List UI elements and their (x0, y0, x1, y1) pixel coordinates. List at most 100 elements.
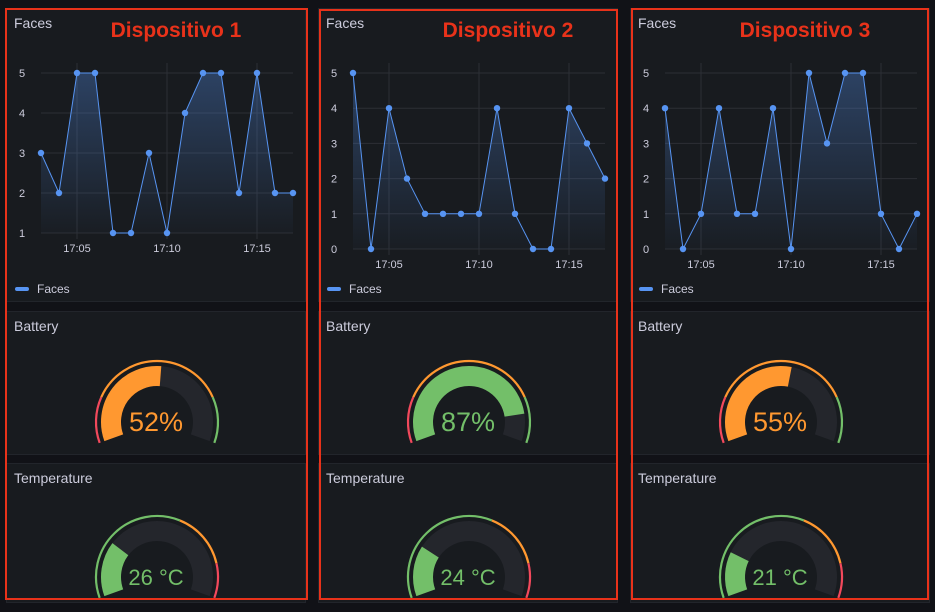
data-point (385, 105, 393, 112)
battery-title-1: Battery (14, 318, 59, 334)
data-point (511, 210, 519, 217)
faces-panel-1: Faces 1 2 3 4 5 17:05 17:10 17:15 Faces (6, 8, 306, 302)
data-point (529, 245, 537, 253)
temperature-value-2: 24 °C (440, 565, 496, 590)
temperature-title-2: Temperature (326, 470, 405, 486)
gauge-fill (725, 552, 749, 597)
data-point (823, 140, 831, 147)
y-tick-label: 4 (19, 108, 25, 120)
y-tick-label: 3 (19, 148, 25, 160)
y-tick-label: 2 (331, 174, 337, 186)
battery-title-2: Battery (326, 318, 371, 334)
y-tick-label: 0 (643, 244, 649, 256)
faces-title-1: Faces (14, 15, 53, 31)
data-point (271, 189, 279, 197)
data-point (403, 175, 411, 182)
temperature-value-1: 26 °C (128, 565, 184, 590)
threshold-band (406, 396, 415, 444)
data-point (367, 245, 375, 253)
series-area (665, 73, 917, 249)
faces-legend-1[interactable]: Faces (15, 282, 70, 296)
data-point (583, 140, 591, 147)
y-tick-label: 0 (331, 244, 337, 256)
data-point (109, 229, 117, 237)
battery-gauge-1 (94, 359, 220, 444)
gauge-fill (725, 366, 792, 442)
faces-panel-3: Faces 0 1 2 3 4 5 17:05 17:10 17:15 Faces (630, 8, 930, 302)
legend-label: Faces (349, 282, 382, 296)
data-point (787, 245, 795, 253)
gauge-fill (413, 546, 440, 597)
data-point (253, 69, 261, 77)
y-tick-label: 5 (643, 68, 649, 80)
temperature-title-1: Temperature (14, 470, 93, 486)
battery-value-3: 55% (752, 407, 808, 437)
faces-panel-2: Faces 0 1 2 3 4 5 17:05 17:10 17:15 Faces (318, 8, 618, 302)
battery-panel-2: Battery 87% (318, 311, 618, 455)
x-tick-label: 17:05 (687, 259, 715, 271)
faces-legend-2[interactable]: Faces (327, 282, 382, 296)
battery-panel-1: Battery 52% (6, 311, 306, 455)
data-point (859, 69, 867, 77)
data-point (565, 105, 573, 112)
device-label-2: Dispositivo 2 (442, 19, 574, 42)
legend-label: Faces (37, 282, 70, 296)
gauge-fill (101, 366, 162, 442)
data-point (805, 69, 813, 77)
y-tick-label: 3 (643, 138, 649, 150)
threshold-band (406, 514, 493, 599)
x-tick-label: 17:15 (243, 243, 271, 255)
faces-chart-1: 1 2 3 4 5 17:05 17:10 17:15 (19, 63, 297, 255)
data-point (841, 69, 849, 77)
threshold-band (718, 514, 805, 599)
battery-gauge-2 (406, 359, 532, 444)
gauge-fill (413, 366, 525, 442)
temperature-title-3: Temperature (638, 470, 717, 486)
data-point (475, 210, 483, 217)
temperature-value-3: 21 °C (752, 565, 808, 590)
threshold-band (94, 396, 103, 444)
faces-title-3: Faces (638, 15, 677, 31)
data-point (751, 210, 759, 217)
data-point (457, 210, 465, 217)
data-point (55, 189, 63, 197)
device-label-3: Dispositivo 3 (739, 19, 871, 42)
threshold-band (724, 359, 838, 398)
temperature-panel-1: Temperature 26 °C (6, 463, 306, 603)
battery-title-3: Battery (638, 318, 683, 334)
data-point (547, 245, 555, 253)
data-point (895, 245, 903, 253)
device-label-1: Dispositivo 1 (110, 19, 242, 42)
data-point (715, 105, 723, 112)
data-point (289, 189, 297, 197)
threshold-band (835, 396, 844, 444)
battery-value-2: 87% (440, 407, 496, 437)
threshold-band (211, 396, 220, 444)
data-point (127, 229, 135, 237)
faces-chart-2: 0 1 2 3 4 5 17:05 17:10 17:15 (331, 63, 609, 271)
faces-title-2: Faces (326, 15, 365, 31)
gauge-fill (101, 543, 129, 597)
temperature-gauge-1 (94, 514, 220, 599)
data-point (769, 105, 777, 112)
threshold-band (837, 563, 844, 599)
data-point (493, 105, 501, 112)
threshold-band (525, 563, 532, 599)
x-tick-label: 17:15 (867, 259, 895, 271)
x-tick-label: 17:05 (375, 259, 403, 271)
legend-label: Faces (661, 282, 694, 296)
data-point (697, 210, 705, 217)
legend-swatch (15, 287, 29, 291)
series-area (353, 73, 605, 249)
x-tick-label: 17:10 (153, 243, 181, 255)
series-area (41, 73, 293, 233)
threshold-band (718, 396, 727, 444)
data-point (421, 210, 429, 217)
y-tick-label: 1 (331, 209, 337, 221)
y-tick-label: 2 (643, 174, 649, 186)
battery-value-1: 52% (128, 407, 184, 437)
x-tick-label: 17:10 (777, 259, 805, 271)
faces-legend-3[interactable]: Faces (639, 282, 694, 296)
threshold-band (179, 519, 218, 564)
battery-panel-3: Battery 55% (630, 311, 930, 455)
